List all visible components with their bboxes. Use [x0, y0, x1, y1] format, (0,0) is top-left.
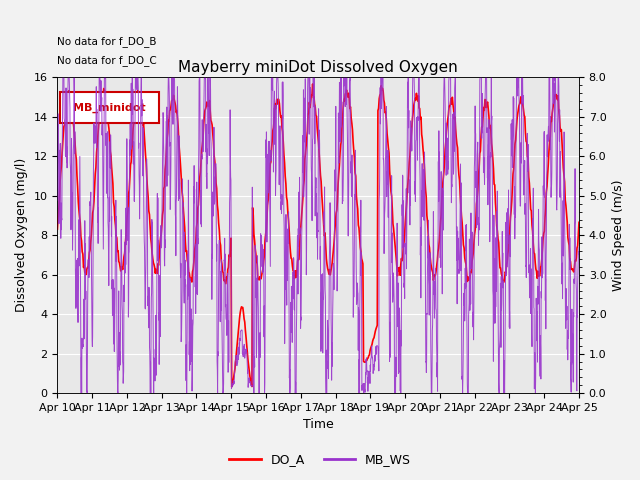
Text: No data for f_DO_B: No data for f_DO_B [58, 36, 157, 48]
Text: No data for f_DO_C: No data for f_DO_C [58, 55, 157, 66]
Title: Mayberry miniDot Dissolved Oxygen: Mayberry miniDot Dissolved Oxygen [179, 60, 458, 75]
FancyBboxPatch shape [60, 92, 159, 123]
Y-axis label: Dissolved Oxygen (mg/l): Dissolved Oxygen (mg/l) [15, 158, 28, 312]
Y-axis label: Wind Speed (m/s): Wind Speed (m/s) [612, 180, 625, 291]
X-axis label: Time: Time [303, 419, 333, 432]
Legend: DO_A, MB_WS: DO_A, MB_WS [224, 448, 416, 471]
Text: MB_minidot: MB_minidot [73, 102, 146, 113]
